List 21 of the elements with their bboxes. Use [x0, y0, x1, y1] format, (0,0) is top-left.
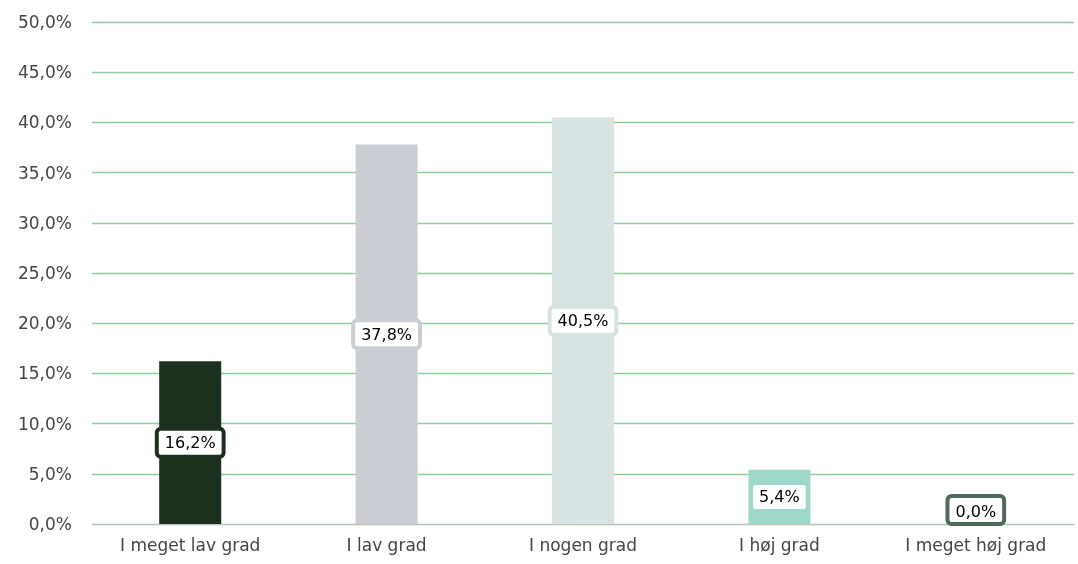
data-label: 40,5% [557, 311, 609, 331]
x-tick-label: I meget lav grad [120, 534, 261, 555]
y-tick-label: 35,0% [17, 162, 72, 183]
x-tick-label: I lav grad [346, 534, 427, 555]
y-tick-label: 5,0% [28, 463, 72, 484]
data-label: 5,4% [759, 487, 800, 507]
y-tick-label: 50,0% [17, 12, 72, 32]
data-label: 37,8% [361, 324, 413, 344]
y-tick-label: 10,0% [17, 413, 72, 434]
y-tick-label: 25,0% [17, 263, 72, 283]
y-tick-label: 15,0% [17, 363, 72, 384]
x-tick-label: I nogen grad [528, 534, 638, 555]
y-tick-label: 30,0% [17, 212, 72, 233]
y-tick-label: 45,0% [17, 62, 72, 83]
data-label: 16,2% [164, 433, 216, 453]
x-tick-label: I meget høj grad [905, 534, 1047, 555]
x-tick-label: I høj grad [739, 534, 820, 555]
data-label: 0,0% [955, 501, 997, 521]
y-tick-label: 0,0% [28, 514, 72, 534]
y-tick-label: 20,0% [17, 313, 72, 334]
y-tick-label: 40,0% [17, 112, 72, 133]
